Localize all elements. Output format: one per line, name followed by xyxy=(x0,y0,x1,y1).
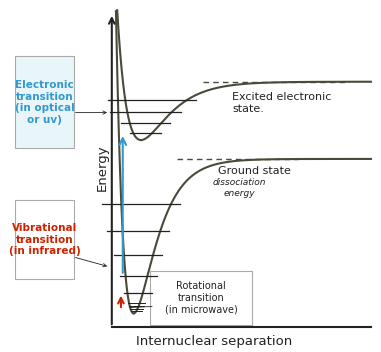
Text: Electronic
transition
(in optical
or uv): Electronic transition (in optical or uv) xyxy=(15,80,75,125)
FancyBboxPatch shape xyxy=(15,56,74,148)
Text: Energy: Energy xyxy=(96,144,109,191)
Text: dissociation
energy: dissociation energy xyxy=(213,178,266,198)
FancyBboxPatch shape xyxy=(150,271,252,325)
Text: Vibrational
transition
(in infrared): Vibrational transition (in infrared) xyxy=(9,223,80,256)
Text: Internuclear separation: Internuclear separation xyxy=(136,335,292,348)
Text: Ground state: Ground state xyxy=(218,166,291,176)
Text: Rotational
transition
(in microwave): Rotational transition (in microwave) xyxy=(165,281,238,315)
FancyBboxPatch shape xyxy=(15,200,74,279)
Text: Excited electronic
state.: Excited electronic state. xyxy=(232,92,331,114)
